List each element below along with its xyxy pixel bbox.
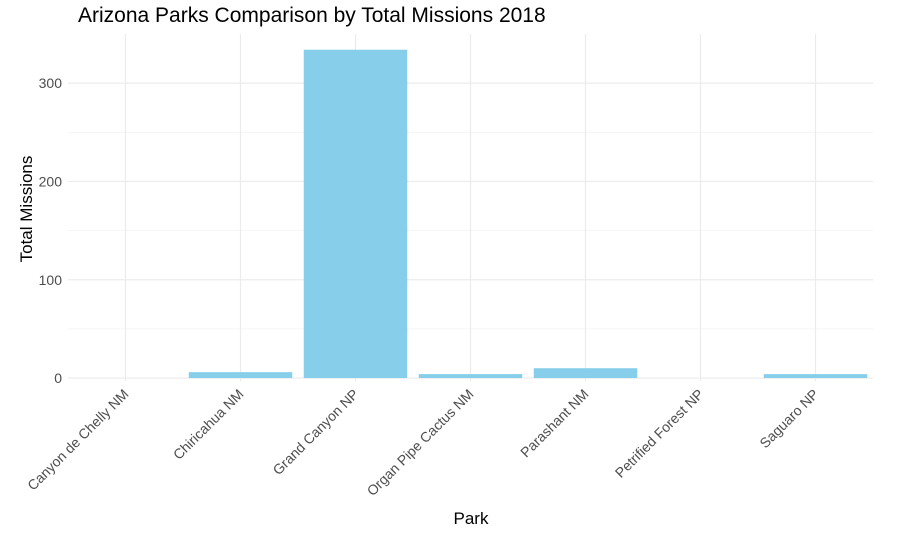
bars (188, 49, 868, 379)
bar-5 (533, 368, 638, 379)
y-axis-title: Total Missions (17, 156, 36, 263)
bar-3 (303, 49, 408, 379)
x-tick-label: Canyon de Chelly NM (24, 386, 132, 494)
chart-title: Arizona Parks Comparison by Total Missio… (78, 4, 546, 27)
y-tick-labels: 0 100 200 300 (39, 75, 63, 386)
x-tick-labels: Canyon de Chelly NM Chiricahua NM Grand Ca… (24, 386, 822, 499)
y-tick-label: 0 (54, 370, 62, 386)
x-tick-label: Organ Pipe Cactus NM (364, 386, 477, 499)
x-tick-label: Petrified Forest NP (612, 386, 707, 481)
x-tick-label: Grand Canyon NP (269, 386, 361, 478)
y-tick-label: 200 (39, 173, 63, 189)
bar-4 (418, 374, 523, 379)
bar-7 (763, 374, 868, 379)
x-tick-label: Saguaro NP (756, 386, 821, 451)
x-tick-label: Chiricahua NM (170, 386, 247, 463)
x-axis-title: Park (454, 509, 489, 528)
x-tick-label: Parashant NM (517, 386, 592, 461)
bar-2 (188, 372, 293, 379)
grid-lines (68, 34, 873, 381)
y-tick-label: 100 (39, 272, 63, 288)
y-tick-label: 300 (39, 75, 63, 91)
